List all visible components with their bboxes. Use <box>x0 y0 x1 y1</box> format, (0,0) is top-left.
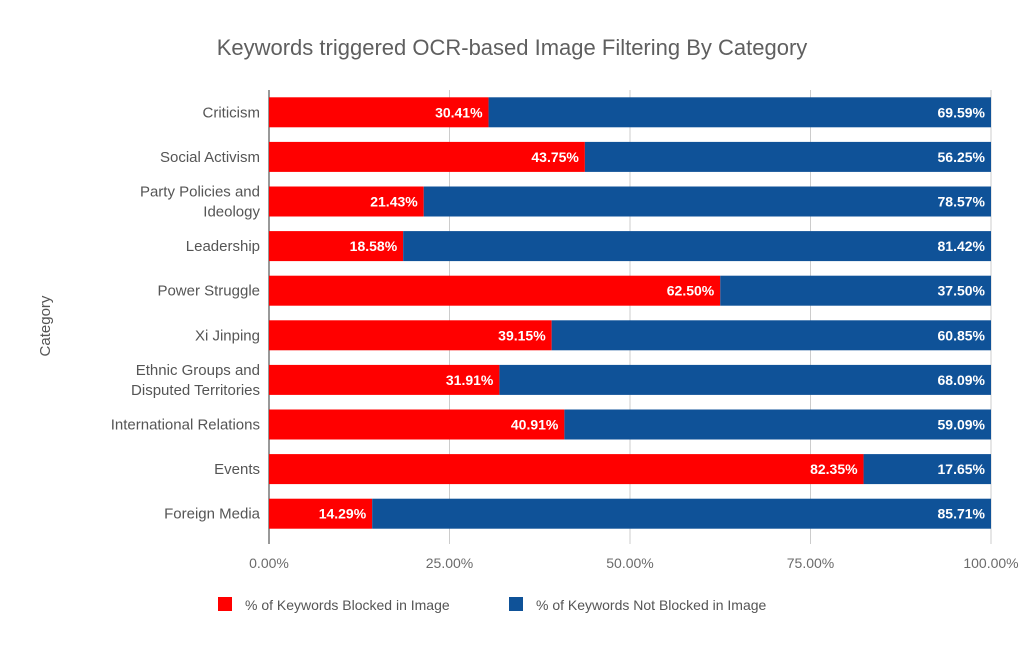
bar-blocked <box>269 454 864 485</box>
data-label: 59.09% <box>938 417 986 433</box>
category-label: Leadership <box>186 238 260 255</box>
category-label: Power Struggle <box>157 283 260 300</box>
bar-not-blocked <box>584 141 991 172</box>
data-label: 62.50% <box>667 283 715 299</box>
bar-blocked <box>269 498 373 529</box>
category-label: Social Activism <box>160 149 260 166</box>
data-label: 68.09% <box>938 372 986 388</box>
data-label: 18.58% <box>350 238 398 254</box>
bar-not-blocked <box>499 364 991 395</box>
x-tick-label: 100.00% <box>963 555 1018 571</box>
category-label: Events <box>214 461 260 478</box>
legend-swatch <box>509 597 523 611</box>
bar-not-blocked <box>551 320 991 351</box>
category-label: Ideology <box>203 204 260 221</box>
category-label: Criticism <box>203 104 261 121</box>
data-label: 17.65% <box>938 461 986 477</box>
category-label: Party Policies and <box>140 184 260 201</box>
data-label: 30.41% <box>435 104 483 120</box>
data-label: 14.29% <box>319 506 367 522</box>
category-label: International Relations <box>111 417 260 434</box>
bar-blocked <box>269 97 489 128</box>
bar-blocked <box>269 141 585 172</box>
legend-swatch <box>218 597 232 611</box>
data-label: 85.71% <box>938 506 986 522</box>
category-label: Xi Jinping <box>195 327 260 344</box>
bar-blocked <box>269 320 552 351</box>
bars: 30.41% 69.59% 43.75% 56.25% 21.43% 78.57% 18.5… <box>269 97 992 529</box>
category-label: Ethnic Groups and <box>136 362 260 379</box>
legend-label: % of Keywords Not Blocked in Image <box>536 597 767 613</box>
bar-blocked <box>269 186 424 217</box>
data-label: 78.57% <box>938 194 986 210</box>
data-label: 60.85% <box>938 327 986 343</box>
bar-not-blocked <box>488 97 991 128</box>
x-tick-labels: 0.00% 25.00% 50.00% 75.00% 100.00% <box>249 555 1018 571</box>
legend-label: % of Keywords Blocked in Image <box>245 597 450 613</box>
data-label: 40.91% <box>511 417 559 433</box>
data-label: 37.50% <box>938 283 986 299</box>
legend: % of Keywords Blocked in Image % of Keywo… <box>218 597 767 613</box>
x-tick-label: 25.00% <box>426 555 473 571</box>
category-label: Foreign Media <box>164 506 261 523</box>
data-label: 21.43% <box>370 194 418 210</box>
category-labels: Criticism Social Activism Party Policies a… <box>111 104 261 522</box>
y-axis-label: Category <box>37 295 54 356</box>
bar-not-blocked <box>863 454 991 485</box>
chart-title: Keywords triggered OCR-based Image Filte… <box>217 35 808 60</box>
bar-not-blocked <box>372 498 991 529</box>
category-label: Disputed Territories <box>131 382 260 399</box>
bar-not-blocked <box>403 231 992 262</box>
bar-not-blocked <box>564 409 991 440</box>
data-label: 81.42% <box>938 238 986 254</box>
bar-not-blocked <box>423 186 991 217</box>
bar-not-blocked <box>720 275 991 306</box>
data-label: 56.25% <box>938 149 986 165</box>
data-label: 43.75% <box>531 149 579 165</box>
bar-blocked <box>269 275 721 306</box>
data-label: 31.91% <box>446 372 494 388</box>
bar-blocked <box>269 409 565 440</box>
bar-blocked <box>269 364 500 395</box>
x-tick-label: 75.00% <box>787 555 834 571</box>
x-tick-label: 50.00% <box>606 555 653 571</box>
x-tick-label: 0.00% <box>249 555 289 571</box>
data-label: 39.15% <box>498 327 546 343</box>
bar-blocked <box>269 231 404 262</box>
data-label: 69.59% <box>938 104 986 120</box>
data-label: 82.35% <box>810 461 858 477</box>
